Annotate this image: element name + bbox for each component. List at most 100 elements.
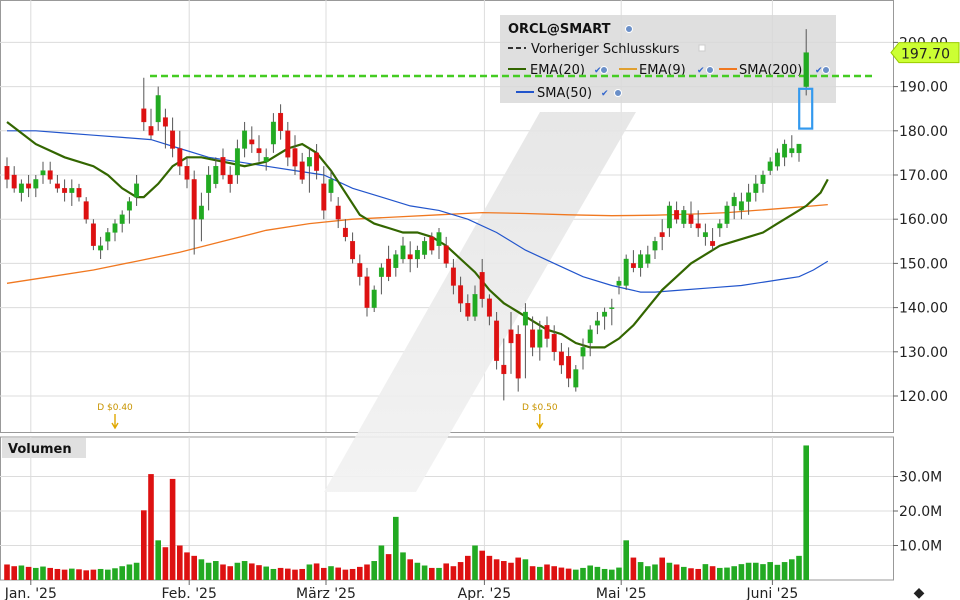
scroll-right-icon[interactable]: ◆ <box>914 585 925 600</box>
volume-bar <box>479 550 485 580</box>
volume-bar <box>18 565 25 580</box>
candle-body <box>630 263 636 268</box>
legend-checkbox[interactable] <box>698 44 706 52</box>
candle-body <box>666 205 672 229</box>
volume-bar <box>169 478 176 580</box>
candle-body <box>299 161 305 180</box>
volume-bar <box>601 568 608 580</box>
checkmark-icon[interactable]: ✔ <box>594 66 602 76</box>
volume-bar <box>580 567 586 580</box>
candle-body <box>551 333 557 352</box>
candle-body <box>134 183 140 198</box>
volume-bar <box>371 561 377 580</box>
candle-body <box>227 174 233 184</box>
volume-tick-label: 20.0M <box>899 504 942 520</box>
candle-body <box>494 320 500 361</box>
candle-body <box>62 188 68 193</box>
volume-bar <box>321 567 327 580</box>
candle-body <box>191 179 197 220</box>
volume-bar <box>69 568 75 580</box>
candle-body <box>69 188 75 193</box>
volume-bar <box>493 559 500 580</box>
candle-body <box>155 95 161 123</box>
volume-bar <box>436 567 442 580</box>
volume-bar <box>385 554 392 580</box>
candle-body <box>270 121 276 145</box>
volume-bar <box>508 562 514 580</box>
candle-body <box>350 241 356 260</box>
volume-bar <box>414 562 421 580</box>
price-tick-label: 190.00 <box>899 80 948 96</box>
candle-body <box>47 170 53 180</box>
x-tick-label: März '25 <box>296 586 356 600</box>
candle-body <box>213 166 219 184</box>
volume-bar <box>133 562 140 580</box>
volume-bar <box>738 564 745 580</box>
sma50-line <box>7 130 829 293</box>
volume-bar <box>573 569 579 580</box>
candle-body <box>335 205 341 220</box>
settings-icon[interactable] <box>822 66 830 74</box>
volume-bar <box>544 564 550 580</box>
volume-bar <box>623 540 629 580</box>
volume-bar <box>688 568 694 580</box>
volume-bar <box>450 566 457 580</box>
volume-bar <box>40 566 46 580</box>
volume-bar <box>97 568 104 580</box>
volume-bar <box>177 545 183 580</box>
x-tick-label: Juni '25 <box>745 586 798 600</box>
volume-bar <box>328 566 334 580</box>
candle-body <box>429 236 435 251</box>
volume-bar <box>709 566 716 580</box>
legend-background <box>500 15 836 103</box>
candle-body <box>486 298 492 317</box>
candle-body <box>414 249 420 260</box>
volume-bar <box>263 566 269 580</box>
dividend-label: D $0.50 <box>522 403 558 413</box>
settings-icon[interactable] <box>614 89 622 97</box>
settings-icon[interactable] <box>600 66 608 74</box>
candle-body <box>206 174 212 193</box>
candle-body <box>263 157 269 162</box>
checkmark-icon[interactable]: ✔ <box>601 89 609 99</box>
volume-bar <box>285 568 291 580</box>
volume-bar <box>76 569 82 580</box>
candle-body <box>616 280 622 286</box>
volume-bar <box>148 474 154 580</box>
price-tick-label: 150.00 <box>899 256 948 272</box>
candle-body <box>530 329 536 348</box>
legend: ORCL@SMART Vorheriger Schlusskurs EMA(20) E… <box>500 15 836 103</box>
volume-bar <box>54 568 61 580</box>
candle-body <box>342 227 348 238</box>
candle-body <box>306 157 312 167</box>
candle-body <box>782 143 788 158</box>
settings-icon[interactable] <box>706 66 714 74</box>
x-tick-label: Jan. '25 <box>4 586 57 600</box>
candle-body <box>681 210 687 224</box>
candle-body <box>184 166 190 180</box>
candle-body <box>515 333 521 379</box>
volume-bar <box>796 555 802 580</box>
price-tick-label: 170.00 <box>899 168 948 184</box>
volume-bar <box>306 564 313 580</box>
volume-bar <box>119 566 125 580</box>
candle-body <box>472 294 478 317</box>
volume-bar <box>162 547 169 580</box>
checkmark-icon[interactable]: ✔ <box>815 66 823 76</box>
checkmark-icon[interactable]: ✔ <box>697 66 705 76</box>
candle-body <box>321 183 327 211</box>
volume-bar <box>637 562 644 580</box>
volume-bar <box>47 567 53 580</box>
price-gap-highlight <box>798 87 814 130</box>
candle-body <box>278 112 284 131</box>
candle-body <box>436 232 442 246</box>
volume-bar <box>760 564 766 580</box>
volume-bar <box>753 562 759 580</box>
volume-bar <box>205 562 212 580</box>
candle-body <box>623 258 629 286</box>
candle-body <box>688 214 694 224</box>
settings-icon[interactable] <box>625 25 633 33</box>
candle-body <box>659 232 665 238</box>
volume-bar <box>702 564 709 580</box>
candle-body <box>256 148 262 154</box>
